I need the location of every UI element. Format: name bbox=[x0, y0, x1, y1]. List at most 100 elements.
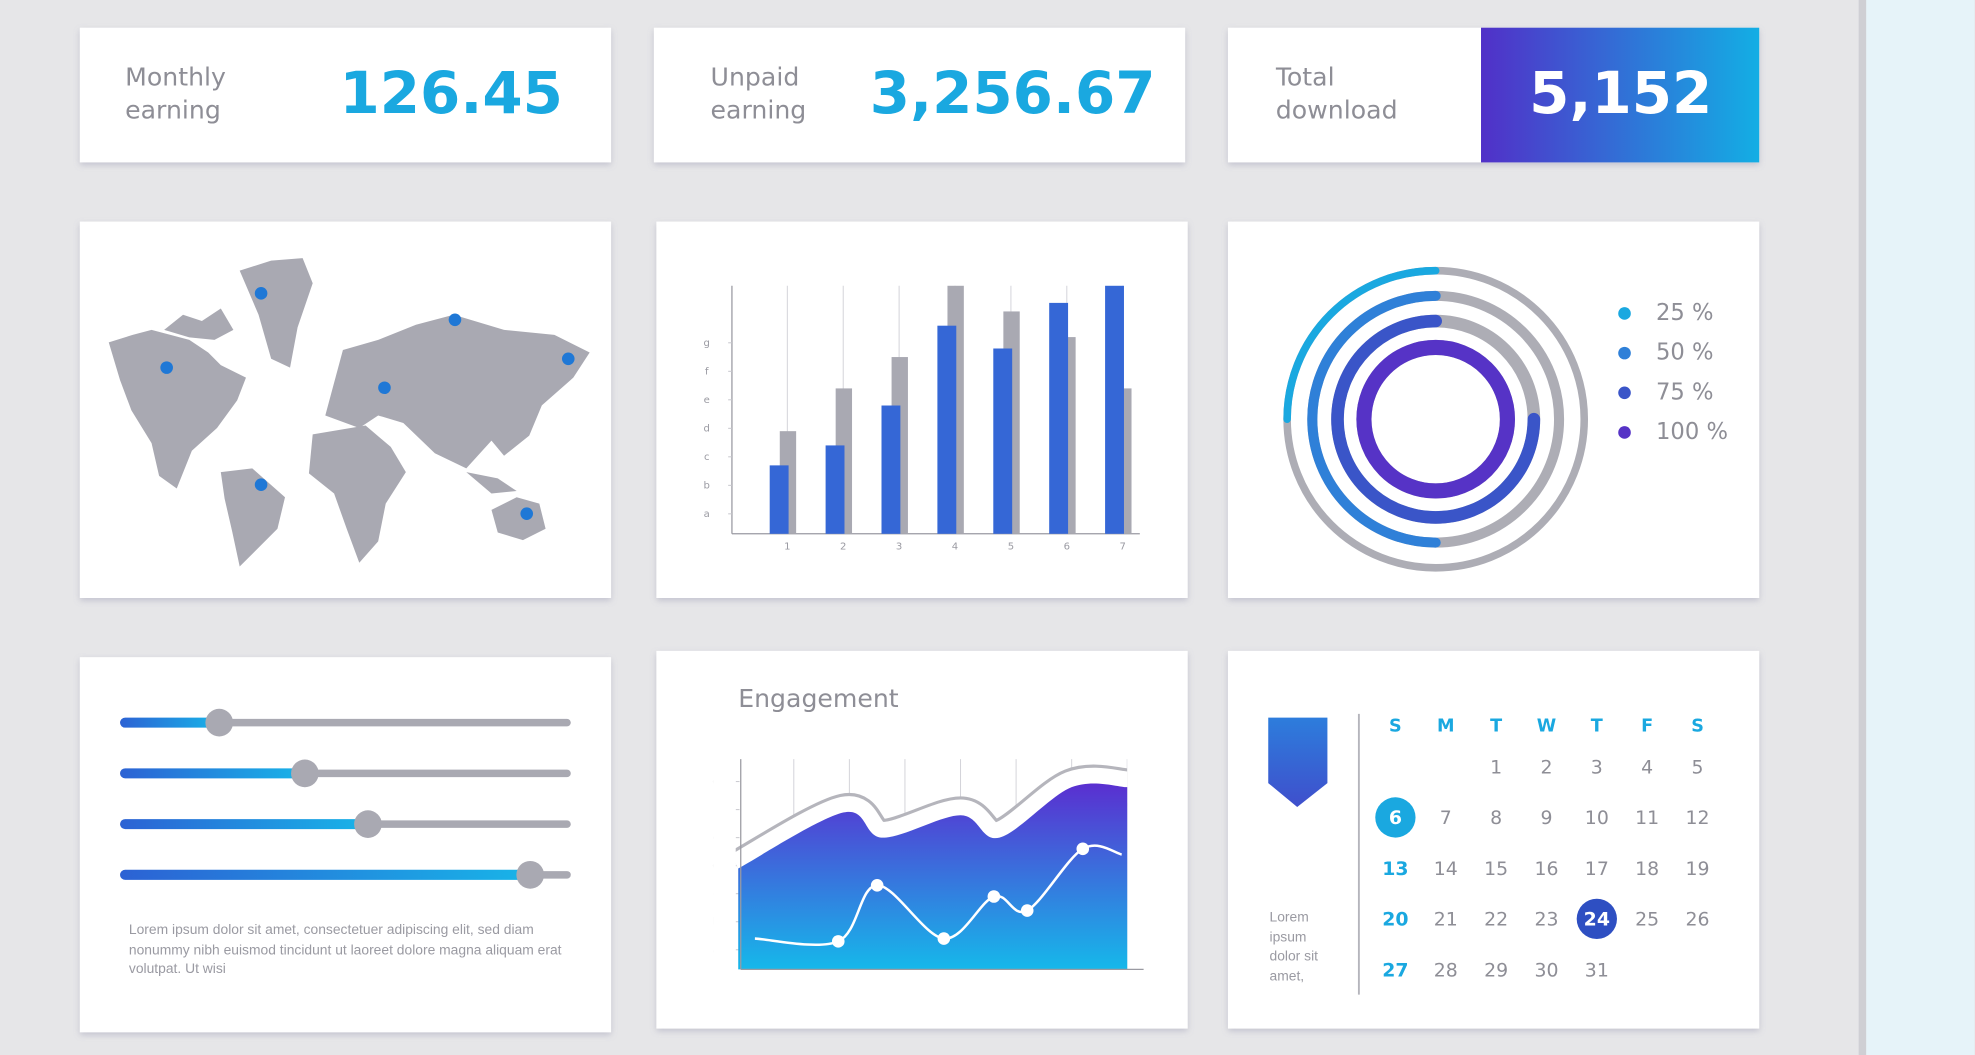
stat-value: 126.45 bbox=[339, 59, 562, 127]
slider-fill bbox=[120, 869, 531, 880]
day: 16 bbox=[1534, 858, 1558, 880]
day: 6 bbox=[1389, 807, 1402, 829]
map-pin bbox=[160, 361, 173, 374]
ring-arc bbox=[1307, 290, 1441, 548]
legend-label: 50 % bbox=[1656, 340, 1714, 366]
slider-knob bbox=[516, 860, 545, 889]
stat-value: 5,152 bbox=[1529, 59, 1712, 127]
map-pin bbox=[520, 507, 534, 520]
continent bbox=[466, 472, 517, 494]
x-tick-label: 5 bbox=[1008, 541, 1014, 552]
map-pins bbox=[160, 287, 575, 520]
y-tick-label: d bbox=[704, 423, 710, 434]
day: 29 bbox=[1484, 959, 1508, 981]
map-pin bbox=[378, 381, 391, 395]
card bbox=[1227, 650, 1760, 1029]
area bbox=[738, 783, 1128, 970]
ring-arc bbox=[1331, 314, 1541, 524]
y-tick-label: f bbox=[705, 366, 709, 377]
ring-arc bbox=[1356, 339, 1515, 499]
paragraph: Lorem ipsum dolor sit amet, consectetuer… bbox=[128, 922, 562, 977]
day: 18 bbox=[1635, 858, 1659, 880]
legend-label: 25 % bbox=[1656, 300, 1714, 326]
legend-label: 75 % bbox=[1656, 379, 1714, 405]
legend-dot bbox=[1618, 426, 1631, 439]
legend-dot bbox=[1618, 307, 1631, 320]
bar bbox=[937, 325, 957, 534]
bookmark-icon bbox=[1268, 717, 1328, 807]
day: 11 bbox=[1635, 807, 1659, 829]
point bbox=[831, 935, 845, 948]
card bbox=[79, 27, 612, 163]
area-mask bbox=[713, 969, 1153, 1020]
y-tick-label: g bbox=[704, 338, 710, 349]
day: 23 bbox=[1534, 909, 1558, 931]
stat-label-text: Total download bbox=[1275, 61, 1398, 125]
x-tick-label: 2 bbox=[840, 541, 846, 552]
slider-fill bbox=[120, 768, 305, 779]
slider-fill bbox=[120, 717, 220, 728]
side-panel bbox=[1866, 0, 1975, 1055]
bar bbox=[993, 348, 1013, 534]
continent bbox=[108, 329, 246, 489]
day: 9 bbox=[1540, 807, 1552, 829]
continent bbox=[325, 314, 590, 469]
weekday: T bbox=[1490, 716, 1502, 736]
paragraph-text: Lorem ipsum dolor sit amet, consectetuer… bbox=[128, 922, 562, 977]
day: 14 bbox=[1434, 858, 1458, 880]
point bbox=[987, 890, 1001, 903]
day: 15 bbox=[1484, 858, 1508, 880]
point bbox=[937, 932, 951, 945]
bar bbox=[1105, 285, 1124, 534]
legend-label: 100 % bbox=[1656, 419, 1728, 445]
day: 1 bbox=[1490, 756, 1502, 778]
day: 30 bbox=[1534, 959, 1558, 981]
day: 5 bbox=[1692, 756, 1704, 778]
weekday: T bbox=[1591, 716, 1603, 736]
day: 22 bbox=[1484, 909, 1508, 931]
point bbox=[1076, 842, 1090, 856]
day: 4 bbox=[1641, 756, 1653, 778]
day: 3 bbox=[1591, 756, 1603, 778]
day: 12 bbox=[1686, 807, 1710, 829]
slider-knob bbox=[291, 759, 319, 788]
world-map bbox=[108, 258, 590, 567]
weekday: W bbox=[1537, 716, 1556, 736]
stat-label-text: Unpaid earning bbox=[710, 61, 807, 125]
map-pin bbox=[561, 352, 575, 366]
stat-value: 3,256.67 bbox=[870, 59, 1156, 127]
day: 13 bbox=[1382, 858, 1408, 880]
map-pin bbox=[254, 478, 268, 491]
day: 10 bbox=[1585, 807, 1609, 829]
bar bbox=[881, 405, 901, 534]
point bbox=[1020, 904, 1034, 917]
x-tick-label: 4 bbox=[952, 541, 958, 552]
legend-dot bbox=[1618, 386, 1631, 400]
map-pin bbox=[448, 313, 462, 327]
map-pin bbox=[254, 287, 268, 300]
weekday: M bbox=[1437, 716, 1455, 736]
slider-fill bbox=[120, 819, 368, 830]
continent bbox=[308, 425, 406, 563]
day: 21 bbox=[1434, 909, 1458, 931]
day: 25 bbox=[1635, 909, 1659, 931]
chart-title: Engagement bbox=[738, 684, 899, 713]
day-highlight bbox=[1375, 797, 1416, 838]
card bbox=[653, 27, 1186, 163]
day: 7 bbox=[1440, 807, 1452, 829]
day: 20 bbox=[1382, 909, 1408, 931]
x-tick-label: 6 bbox=[1064, 541, 1070, 552]
stat-label: Unpaid earning bbox=[710, 61, 807, 125]
weekday: F bbox=[1641, 716, 1653, 736]
card bbox=[656, 221, 1188, 599]
continent bbox=[220, 468, 286, 567]
y-tick-label: e bbox=[704, 395, 710, 406]
bar bbox=[1049, 302, 1069, 534]
day: 19 bbox=[1686, 858, 1710, 880]
stat-label: Total download bbox=[1275, 61, 1398, 125]
x-tick-label: 7 bbox=[1120, 541, 1126, 552]
slider-knob bbox=[205, 708, 234, 737]
continent bbox=[491, 497, 546, 541]
area-mask bbox=[1127, 733, 1153, 970]
